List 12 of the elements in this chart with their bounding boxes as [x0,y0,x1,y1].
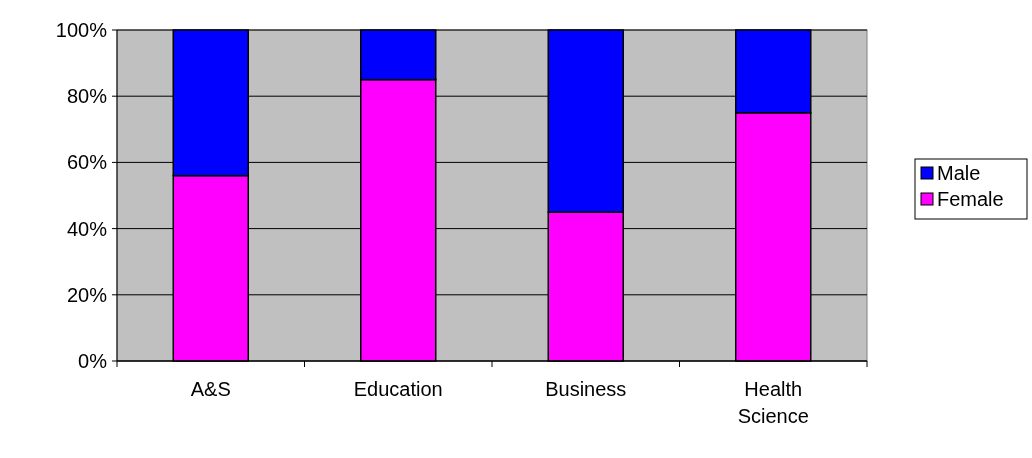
y-tick-label: 100% [55,19,108,41]
x-tick-label: Health Science [737,378,809,427]
legend-label: Female [937,188,1004,210]
y-tick-label: 60% [66,151,108,174]
y-tick-label: 0% [78,350,108,372]
x-tick-label: Business [545,378,627,400]
x-tick-label: Education [353,378,443,400]
legend-label: Male [937,162,981,184]
y-tick-label: 20% [66,283,108,306]
x-tick-label: A&S [190,378,231,400]
y-tick-label: 80% [66,85,108,108]
y-tick-label: 40% [66,217,108,240]
